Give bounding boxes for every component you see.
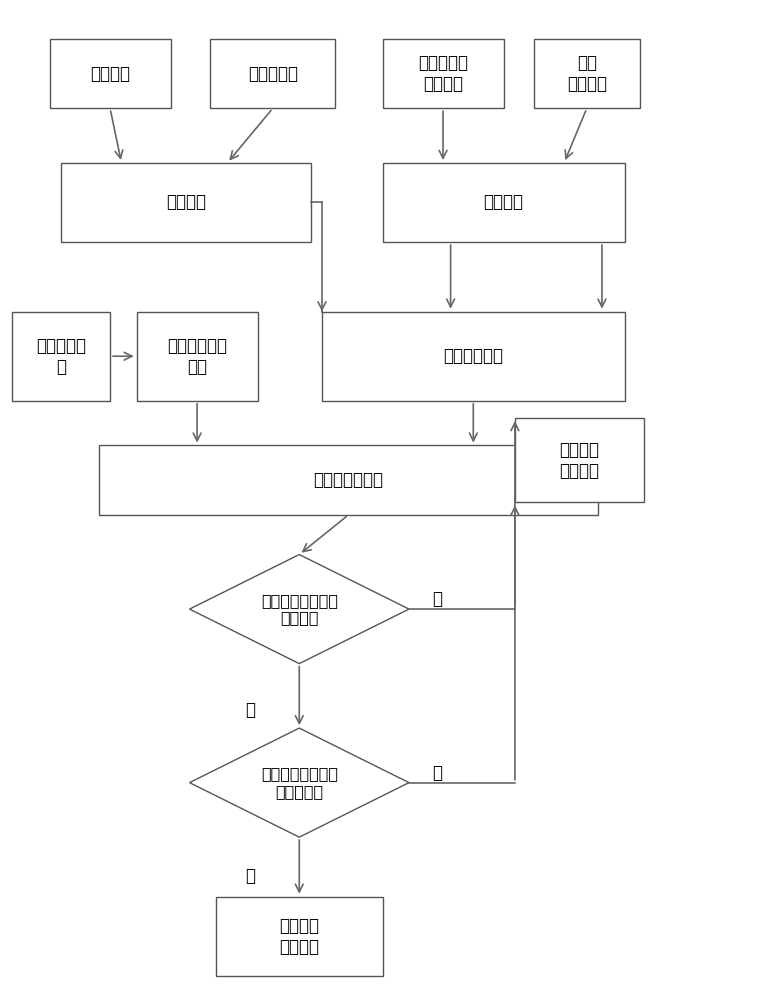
FancyBboxPatch shape <box>99 445 598 515</box>
FancyBboxPatch shape <box>210 39 335 108</box>
FancyBboxPatch shape <box>137 312 258 401</box>
Text: 加速度均值: 加速度均值 <box>248 65 298 83</box>
Text: 驾驶风格: 驾驶风格 <box>166 193 206 211</box>
FancyBboxPatch shape <box>11 312 110 401</box>
Text: 直接输出
需求扭矩: 直接输出 需求扭矩 <box>559 441 599 480</box>
FancyBboxPatch shape <box>382 163 625 242</box>
Text: 输出安全
需求转矩: 输出安全 需求转矩 <box>279 917 319 956</box>
FancyBboxPatch shape <box>515 418 643 502</box>
Text: 最高车速: 最高车速 <box>90 65 130 83</box>
Text: 加速
踏板开度: 加速 踏板开度 <box>567 54 607 93</box>
Text: 需求转矩系数: 需求转矩系数 <box>443 347 503 365</box>
FancyBboxPatch shape <box>50 39 171 108</box>
FancyBboxPatch shape <box>61 163 311 242</box>
FancyBboxPatch shape <box>216 897 382 976</box>
FancyBboxPatch shape <box>534 39 640 108</box>
FancyBboxPatch shape <box>382 39 503 108</box>
Text: 否: 否 <box>431 590 441 608</box>
Text: 是否在临界安全修
正距离内: 是否在临界安全修 正距离内 <box>261 593 338 625</box>
Text: 加速踏板开
度变化率: 加速踏板开 度变化率 <box>418 54 468 93</box>
FancyBboxPatch shape <box>322 312 625 401</box>
Text: 否: 否 <box>431 764 441 782</box>
Text: 是: 是 <box>245 867 255 885</box>
Text: 是: 是 <box>245 701 255 719</box>
Text: 驾驶意图: 驾驶意图 <box>483 193 523 211</box>
Text: 需求转矩是大于安
全需求转矩: 需求转矩是大于安 全需求转矩 <box>261 766 338 799</box>
Text: 本车当前车
速: 本车当前车 速 <box>36 337 86 376</box>
Polygon shape <box>190 728 409 837</box>
Polygon shape <box>190 555 409 664</box>
Text: 动力系统最大
转矩: 动力系统最大 转矩 <box>167 337 227 376</box>
Text: 驾驶员需求转矩: 驾驶员需求转矩 <box>314 471 383 489</box>
